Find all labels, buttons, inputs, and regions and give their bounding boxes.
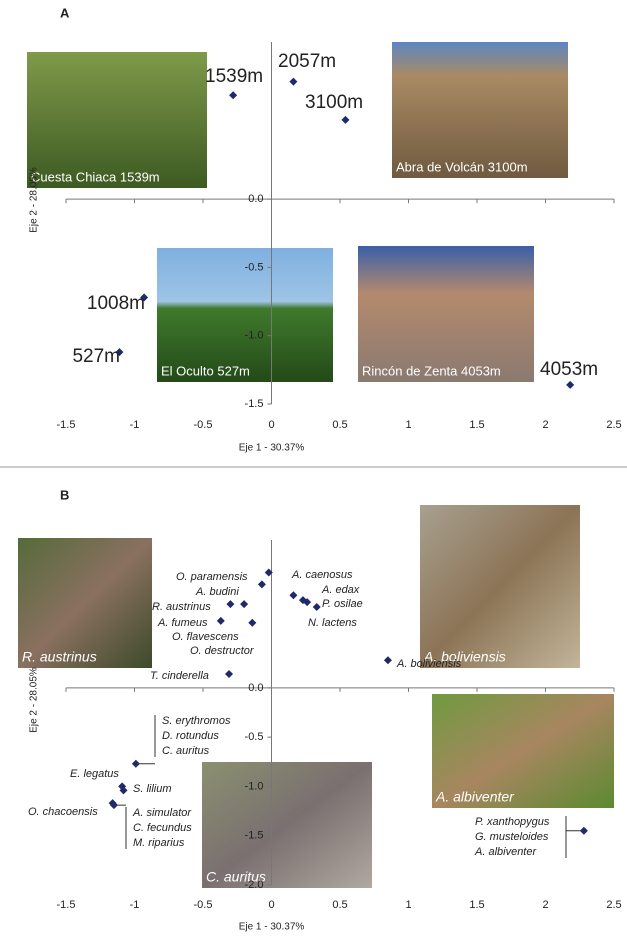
photo [432,694,614,808]
x-tick-label: 0 [268,419,274,431]
point-label: A. fumeus [157,617,208,629]
point-label: P. xanthopygus [475,816,550,828]
x-tick-label: 1.5 [469,419,484,431]
photo-caption: C. auritus [206,869,266,885]
point-label: 3100m [305,92,363,113]
x-axis-title: Eje 1 - 30.37% [239,922,305,933]
point-label: 1539m [205,66,263,87]
photo-caption: Rincón de Zenta 4053m [362,363,501,378]
y-tick-label: 0.0 [248,682,263,694]
point [115,348,124,357]
point [303,598,312,607]
point-label: R. austrinus [152,601,211,613]
point-label: O. chacoensis [28,806,98,818]
point-label: G. musteloides [475,831,549,843]
point [566,380,575,389]
point [229,91,238,100]
point [264,568,273,577]
point [226,600,235,609]
point-label: A. caenosus [291,569,353,581]
x-tick-label: -0.5 [194,899,213,911]
point-label: M. riparius [133,837,185,849]
point [216,616,225,625]
photo [358,246,534,382]
y-tick-label: -0.5 [245,731,264,743]
photo-caption: A. albiventer [435,789,515,805]
y-axis-title: Eje 2 - 28.05% [29,667,40,733]
photo [392,42,568,178]
point [225,670,234,679]
y-tick-label: -1.0 [245,330,264,342]
point-label: 527m [72,346,120,367]
point-label: T. cinderella [150,670,209,682]
point-label: C. auritus [162,745,210,757]
photo-caption: R. austrinus [22,649,97,665]
point-label: D. rotundus [162,730,219,742]
panel-label: B [60,487,69,502]
point [248,618,257,627]
point-label: S. erythromos [162,715,231,727]
point [240,600,249,609]
panel-label: A [60,5,70,20]
photo-caption: El Oculto 527m [161,363,250,378]
photo-caption: Abra de Volcán 3100m [396,159,528,174]
point [289,77,298,86]
x-tick-label: 2.5 [606,419,621,431]
point-label: E. legatus [70,768,119,780]
y-tick-label: -0.5 [245,261,264,273]
point [119,786,128,795]
point-label: A. budini [195,586,239,598]
point [341,115,350,124]
x-tick-label: 1 [405,899,411,911]
x-tick-label: -1 [130,419,140,431]
photo-caption: A. boliviensis [423,649,506,665]
point [383,656,392,665]
point-label: 1008m [87,293,145,314]
point-label: S. lilium [133,783,172,795]
y-tick-label: -1.5 [245,398,264,410]
y-tick-label: -1.0 [245,780,264,792]
point-label: A. edax [321,584,360,596]
point-label: P. osilae [322,598,363,610]
y-axis-title: Eje 2 - 28.05% [29,167,40,233]
point-label: O. flavescens [172,631,239,643]
y-tick-label: 0.0 [248,193,263,205]
photo [18,538,152,668]
x-tick-label: 0.5 [332,899,347,911]
point-label: O. destructor [190,645,255,657]
point-label: A. boliviensis [396,658,462,670]
x-tick-label: 2 [542,899,548,911]
point [257,580,266,589]
x-tick-label: -1.5 [57,419,76,431]
photo [157,248,333,382]
x-tick-label: 2.5 [606,899,621,911]
y-tick-label: -1.5 [245,830,264,842]
photo [420,505,580,668]
x-tick-label: 0.5 [332,419,347,431]
point [289,591,298,600]
point-label: 2057m [278,51,336,72]
x-tick-label: 1.5 [469,899,484,911]
x-tick-label: 2 [542,419,548,431]
x-tick-label: 1 [405,419,411,431]
x-tick-label: -0.5 [194,419,213,431]
photo [202,762,372,888]
photo [27,52,207,188]
point-label: O. paramensis [176,571,248,583]
point [312,603,321,612]
x-axis-title: Eje 1 - 30.37% [239,443,305,454]
x-tick-label: -1.5 [57,899,76,911]
point-label: A. albiventer [474,846,537,858]
point-label: C. fecundus [133,822,192,834]
point-label: A. simulator [132,807,192,819]
point-label: 4053m [540,359,598,380]
point [140,293,149,302]
y-tick-label: -2.0 [245,879,264,891]
x-tick-label: 0 [268,899,274,911]
x-tick-label: -1 [130,899,140,911]
photo-caption: Cuesta Chiaca 1539m [31,169,160,184]
point-label: N. lactens [308,617,357,629]
